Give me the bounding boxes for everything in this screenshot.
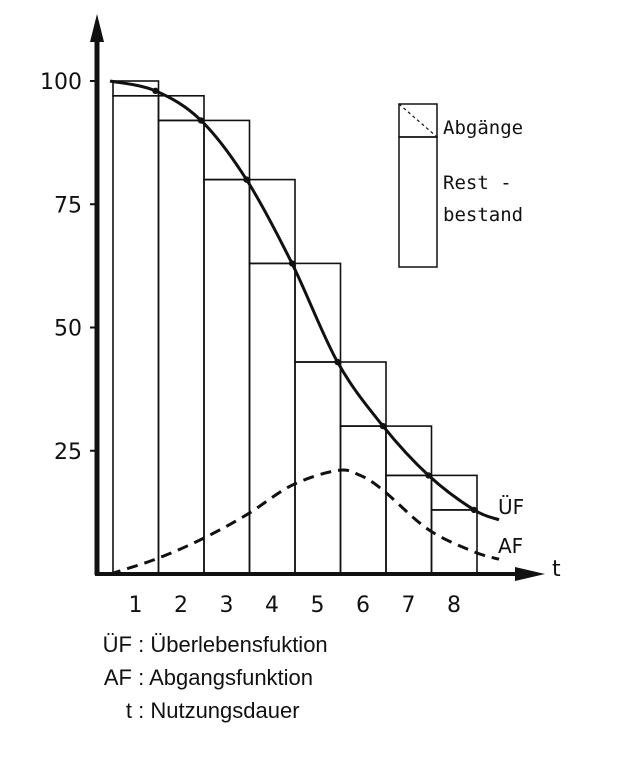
caption-text: : Abgangsfunktion: [132, 665, 314, 690]
x-tick-label: 6: [356, 593, 370, 618]
uf-point: [197, 117, 205, 124]
y-tick-label: 75: [54, 193, 82, 218]
x-tick-label: 2: [174, 593, 188, 618]
legend-label-rest-line1: Rest -: [443, 172, 512, 194]
bar-abgaenge: [430, 474, 478, 511]
y-axis-arrow: [90, 14, 104, 42]
bar-abgaenge: [294, 262, 342, 363]
x-tick-label: 5: [311, 593, 325, 618]
bar-restbestand: [157, 119, 205, 575]
bar-restbestand: [430, 509, 478, 575]
x-axis-label: t: [552, 557, 561, 582]
uf-point: [334, 358, 341, 366]
legend-label-rest-line2: bestand: [443, 204, 523, 226]
caption-row-t: t : Nutzungsdauer: [88, 694, 328, 727]
bar-restbestand: [203, 178, 251, 575]
caption-row-af: AF : Abgangsfunktion: [88, 661, 328, 694]
x-axis-arrow: [515, 567, 545, 581]
uf-point: [470, 506, 478, 514]
caption-abbr: ÜF: [102, 632, 132, 657]
y-tick-label: 50: [54, 317, 82, 342]
bar-restbestand: [339, 425, 387, 575]
curve-uf: [109, 79, 500, 522]
curve-af: [109, 468, 500, 576]
bar-restbestand: [248, 262, 296, 575]
series-label-uf: ÜF: [498, 495, 524, 519]
legend-label-abgaenge: Abgänge: [443, 117, 523, 139]
uf-point: [288, 260, 296, 267]
uf-point: [243, 176, 250, 183]
legend-box-restbestand: [398, 136, 438, 268]
legend-box-diagonal: [398, 103, 438, 138]
legend: Abgänge Rest - bestand: [398, 103, 523, 268]
bar-abgaenge: [248, 178, 296, 265]
bar-abgaenge: [385, 425, 433, 477]
caption-text: : Nutzungsdauer: [132, 698, 300, 723]
x-tick-label: 7: [402, 593, 416, 618]
uf-point: [425, 472, 432, 479]
caption-row-uf: ÜF : Überlebensfuktion: [88, 628, 328, 661]
bar-abgaenge: [203, 119, 251, 181]
bar-abgaenge: [157, 94, 205, 122]
bar-restbestand: [385, 474, 433, 575]
bar-abgaenge: [112, 80, 160, 97]
y-tick-label: 100: [40, 70, 82, 95]
y-tick-label: 25: [54, 440, 82, 465]
caption: ÜF : Überlebensfuktion AF : Abgangsfunkt…: [88, 628, 328, 727]
x-tick-label: 3: [220, 593, 234, 618]
x-tick-label: 4: [265, 593, 279, 618]
uf-point: [379, 422, 387, 430]
caption-abbr: AF: [103, 665, 132, 690]
x-tick-label: 8: [447, 593, 461, 618]
uf-point: [152, 87, 159, 95]
caption-abbr: t: [125, 698, 132, 723]
bar-abgaenge: [339, 361, 387, 427]
bar-restbestand: [112, 94, 160, 575]
x-tick-label: 1: [129, 593, 143, 618]
caption-text: : Überlebensfuktion: [132, 632, 328, 657]
bar-restbestand: [294, 361, 342, 575]
series-label-af: AF: [498, 534, 523, 558]
